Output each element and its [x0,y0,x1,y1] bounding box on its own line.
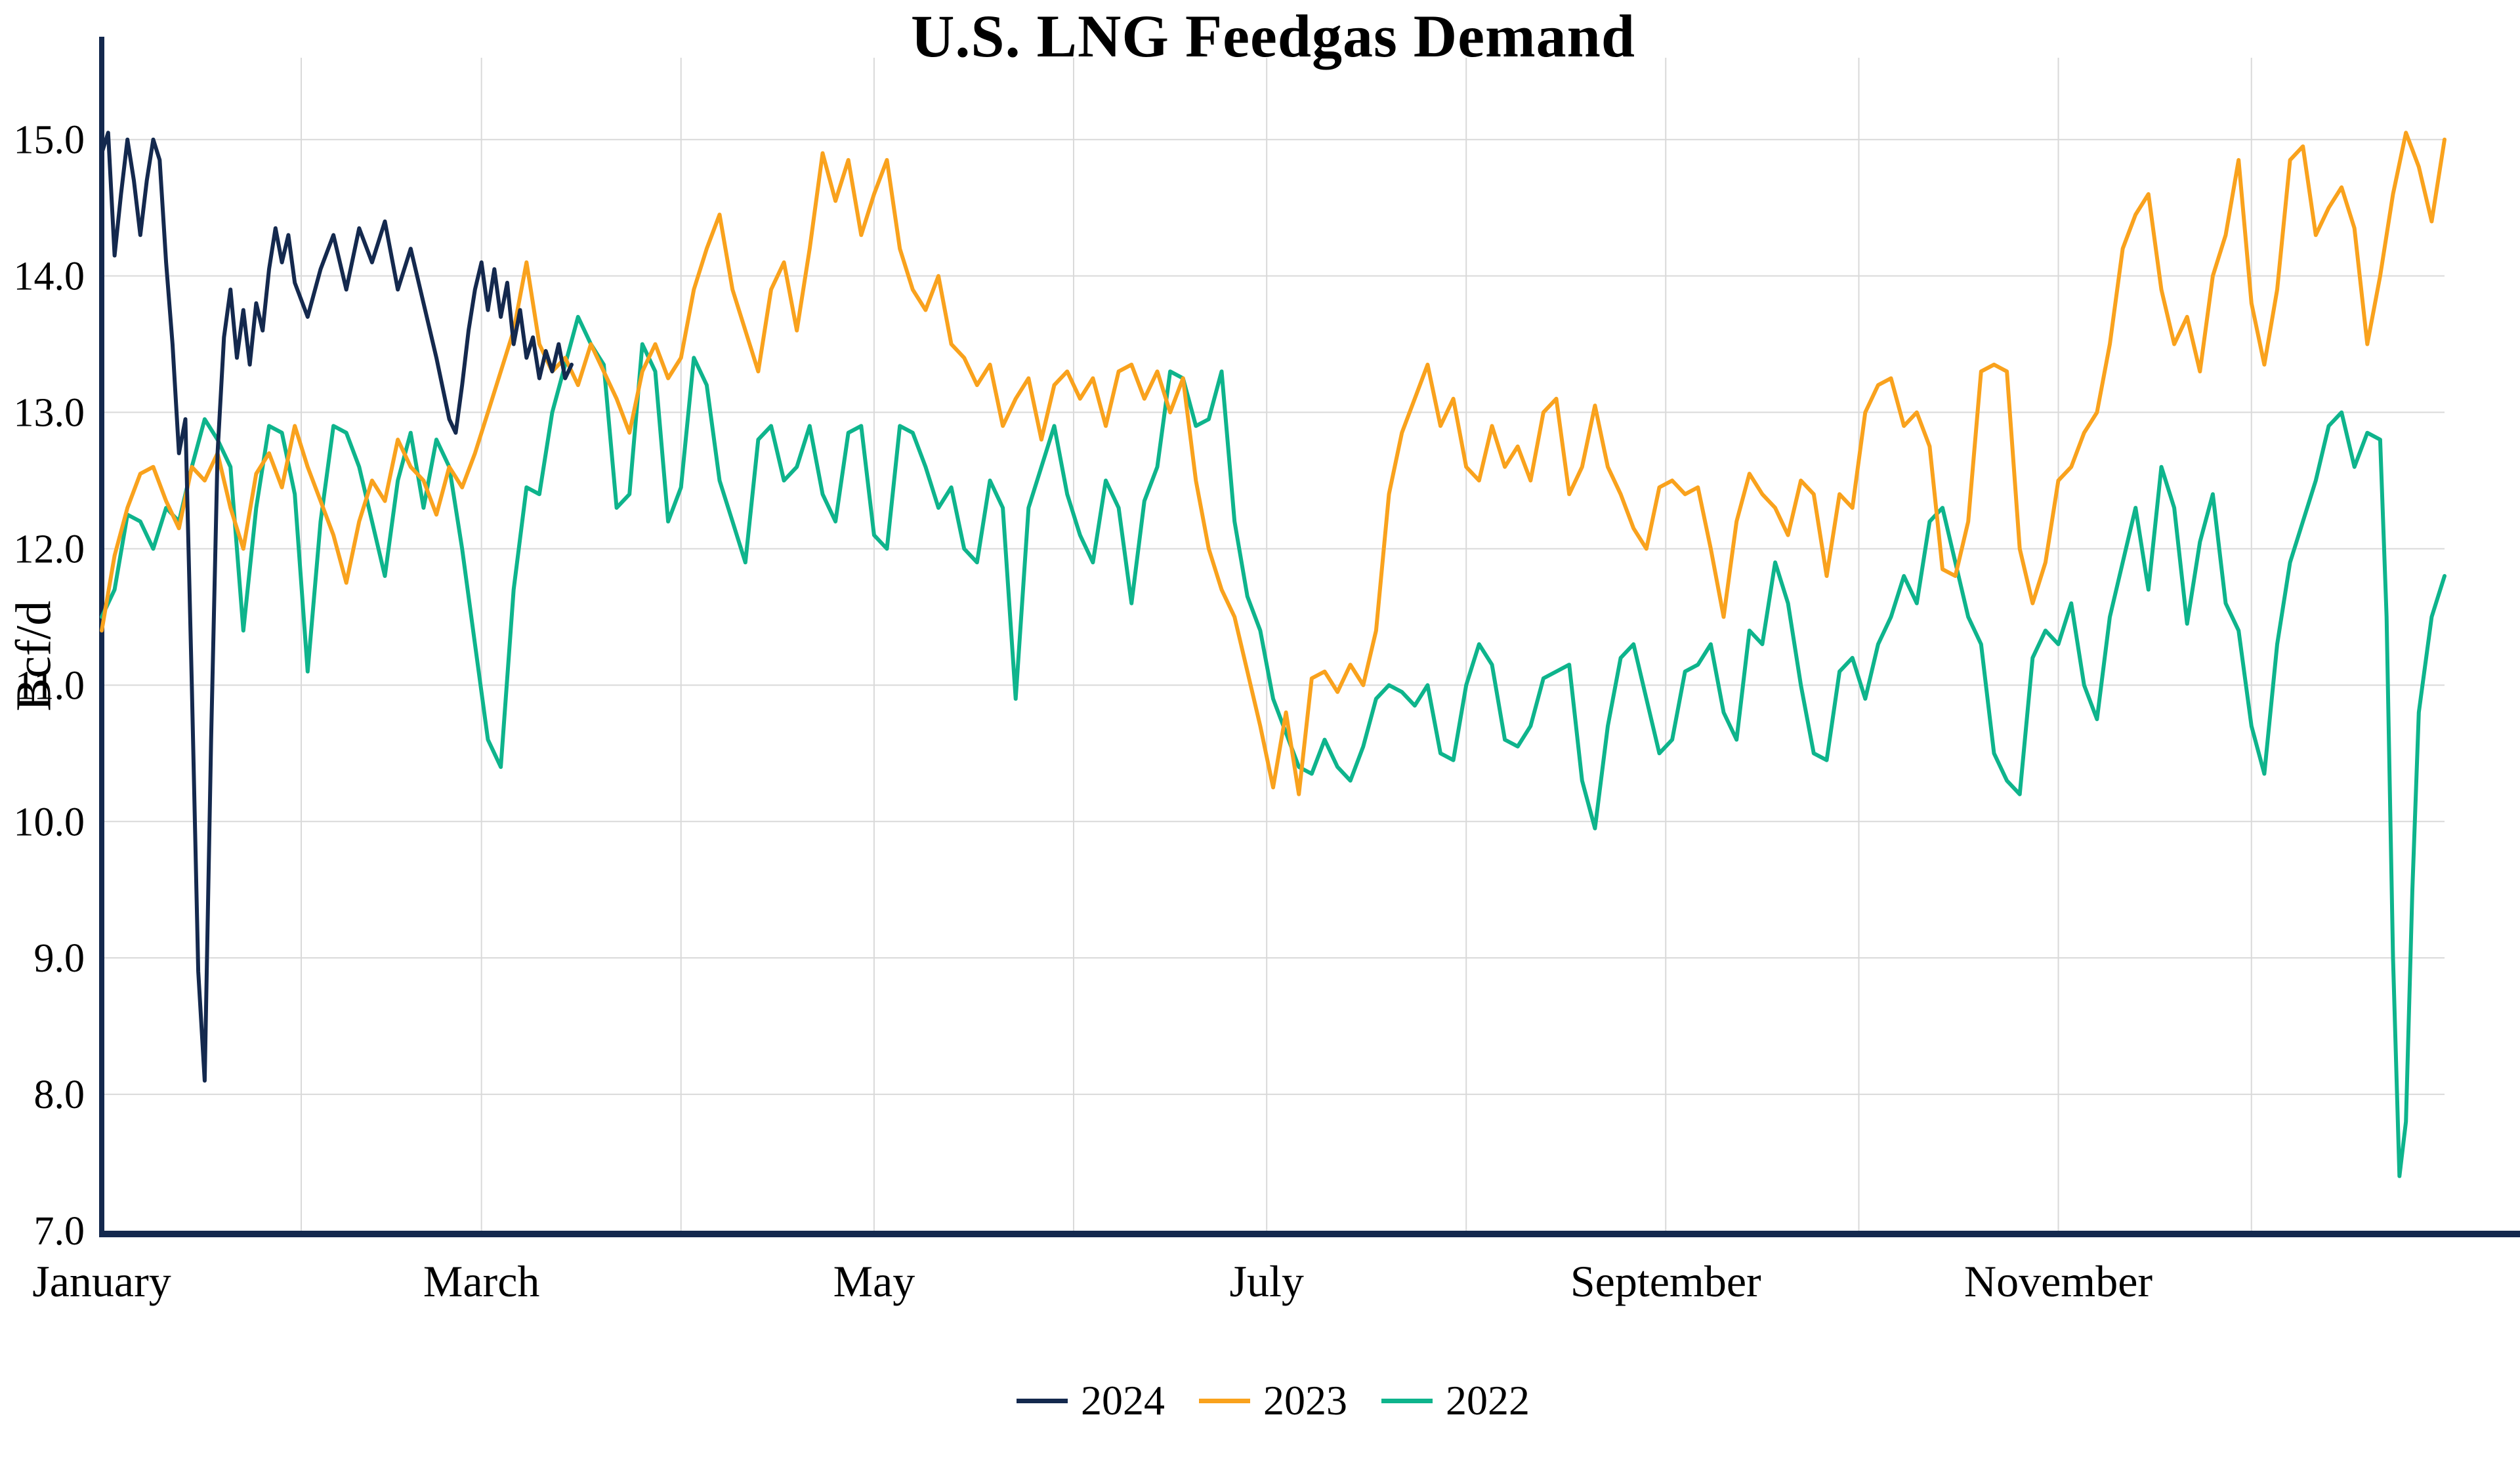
legend-swatch-2024 [1017,1398,1068,1403]
series-line-2022 [100,315,2446,1178]
y-tick-label: 12.0 [14,527,85,571]
series-line-2023 [100,131,2446,796]
legend-item-2022: 2022 [1381,1376,1530,1425]
x-tick-label: January [32,1256,171,1306]
y-tick-label: 11.0 [15,663,85,708]
legend-label-2022: 2022 [1446,1377,1530,1424]
y-tick-label: 8.0 [34,1073,85,1117]
x-tick-label: November [1964,1256,2152,1306]
x-tick-label: July [1230,1256,1304,1306]
legend-item-2024: 2024 [1017,1376,1165,1425]
x-tick-label: May [833,1256,915,1306]
x-tick-label: September [1570,1256,1761,1306]
y-tick-label: 13.0 [14,391,85,436]
legend-swatch-2023 [1199,1398,1250,1403]
legend-item-2023: 2023 [1199,1376,1347,1425]
series-line-2024 [100,131,574,1083]
legend-label-2024: 2024 [1081,1377,1165,1424]
y-tick-label: 7.0 [34,1209,85,1254]
chart-title: U.S. LNG Feedgas Demand [910,3,1636,70]
y-tick-label: 14.0 [14,255,85,299]
legend-swatch-2022 [1381,1398,1433,1403]
y-tick-label: 9.0 [34,936,85,981]
y-axis-label: Bcf/d [6,600,62,712]
x-tick-label: March [423,1256,539,1306]
y-tick-label: 10.0 [14,800,85,844]
legend-label-2023: 2023 [1263,1377,1347,1424]
legend: 2024 2023 2022 [102,1376,2445,1425]
y-tick-label: 15.0 [14,118,85,163]
